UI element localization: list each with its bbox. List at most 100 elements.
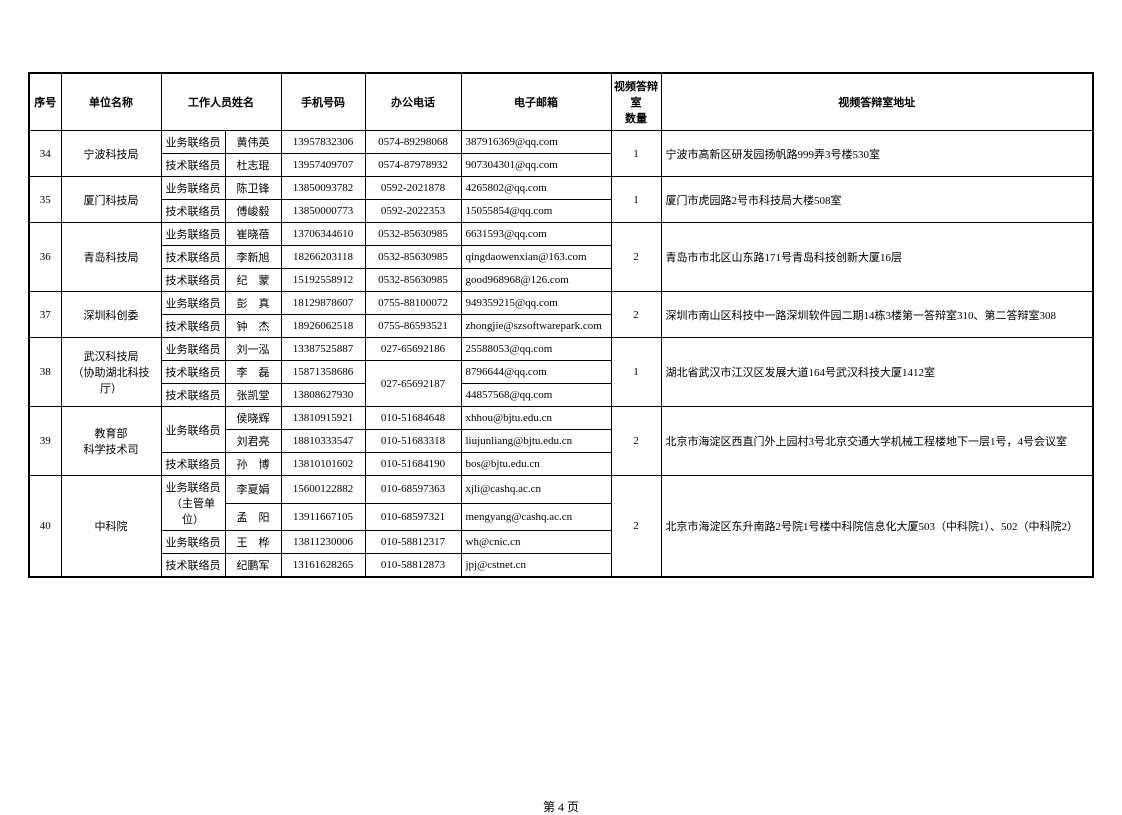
table-cell: 武汉科技局（协助湖北科技厅）	[61, 338, 161, 407]
table-cell: 18810333547	[281, 430, 365, 453]
table-cell: 厦门市虎园路2号市科技局大楼508室	[661, 177, 1093, 223]
document-page: 序号 单位名称 工作人员姓名 手机号码 办公电话 电子邮箱 视频答辩室数量 视频…	[0, 0, 1122, 815]
col-address: 视频答辩室地址	[661, 73, 1093, 131]
table-row: 35厦门科技局业务联络员陈卫锋138500937820592-202187842…	[29, 177, 1093, 200]
table-cell: 0755-86593521	[365, 315, 461, 338]
col-email: 电子邮箱	[461, 73, 611, 131]
table-row: 34宁波科技局业务联络员黄伟英139578323060574-892980683…	[29, 131, 1093, 154]
table-cell: 0532-85630985	[365, 269, 461, 292]
table-cell: 15055854@qq.com	[461, 200, 611, 223]
table-cell: 13810915921	[281, 407, 365, 430]
table-cell: 傅峻毅	[225, 200, 281, 223]
table-cell: 教育部科学技术司	[61, 407, 161, 476]
table-cell: liujunliang@bjtu.edu.cn	[461, 430, 611, 453]
table-cell: 崔晓蓓	[225, 223, 281, 246]
table-cell: 中科院	[61, 476, 161, 578]
table-cell: 37	[29, 292, 61, 338]
table-cell: 0532-85630985	[365, 223, 461, 246]
table-cell: 孙 博	[225, 453, 281, 476]
table-cell: 1	[611, 338, 661, 407]
table-cell: 13911667105	[281, 503, 365, 531]
table-cell: 业务联络员（主管单位）	[161, 476, 225, 531]
table-cell: 8796644@qq.com	[461, 361, 611, 384]
table-cell: 侯晓辉	[225, 407, 281, 430]
table-cell: 技术联络员	[161, 554, 225, 578]
table-cell: 18266203118	[281, 246, 365, 269]
table-cell: 技术联络员	[161, 154, 225, 177]
table-cell: 业务联络员	[161, 177, 225, 200]
table-cell: 010-58812873	[365, 554, 461, 578]
table-cell: 010-51684648	[365, 407, 461, 430]
table-cell: 36	[29, 223, 61, 292]
table-cell: 李新旭	[225, 246, 281, 269]
table-cell: 010-68597321	[365, 503, 461, 531]
table-cell: 35	[29, 177, 61, 223]
table-cell: jpj@cstnet.cn	[461, 554, 611, 578]
table-cell: 彭 真	[225, 292, 281, 315]
table-cell: 13957832306	[281, 131, 365, 154]
table-cell: 张凯堂	[225, 384, 281, 407]
table-row: 39教育部科学技术司业务联络员侯晓辉13810915921010-5168464…	[29, 407, 1093, 430]
table-cell: 010-51684190	[365, 453, 461, 476]
table-cell: 13957409707	[281, 154, 365, 177]
table-cell: 2	[611, 407, 661, 476]
table-cell: 技术联络员	[161, 200, 225, 223]
table-cell: 34	[29, 131, 61, 177]
table-cell: 青岛市市北区山东路171号青岛科技创新大厦16层	[661, 223, 1093, 292]
table-cell: 纪 蒙	[225, 269, 281, 292]
col-count: 视频答辩室数量	[611, 73, 661, 131]
table-cell: bos@bjtu.edu.cn	[461, 453, 611, 476]
table-cell: 业务联络员	[161, 131, 225, 154]
table-cell: 北京市海淀区西直门外上园村3号北京交通大学机械工程楼地下一层1号，4号会议室	[661, 407, 1093, 476]
table-cell: 钟 杰	[225, 315, 281, 338]
col-office: 办公电话	[365, 73, 461, 131]
table-cell: 杜志琨	[225, 154, 281, 177]
table-cell: 44857568@qq.com	[461, 384, 611, 407]
table-cell: mengyang@cashq.ac.cn	[461, 503, 611, 531]
table-cell: 949359215@qq.com	[461, 292, 611, 315]
table-cell: 0574-89298068	[365, 131, 461, 154]
table-cell: 业务联络员	[161, 407, 225, 453]
col-mobile: 手机号码	[281, 73, 365, 131]
table-cell: 技术联络员	[161, 269, 225, 292]
table-cell: 技术联络员	[161, 246, 225, 269]
table-cell: 技术联络员	[161, 315, 225, 338]
table-cell: 业务联络员	[161, 338, 225, 361]
table-cell: xjli@cashq.ac.cn	[461, 476, 611, 504]
table-cell: 13808627930	[281, 384, 365, 407]
table-cell: 13387525887	[281, 338, 365, 361]
table-cell: 纪鹏军	[225, 554, 281, 578]
table-cell: 宁波科技局	[61, 131, 161, 177]
table-cell: 宁波市高新区研发园扬帆路999弄3号楼530室	[661, 131, 1093, 177]
table-cell: 业务联络员	[161, 292, 225, 315]
table-cell: 13850093782	[281, 177, 365, 200]
page-footer: 第 4 页	[28, 798, 1094, 815]
table-cell: 业务联络员	[161, 223, 225, 246]
table-cell: 技术联络员	[161, 361, 225, 384]
table-cell: 技术联络员	[161, 453, 225, 476]
table-cell: 李夏娟	[225, 476, 281, 504]
table-row: 36青岛科技局业务联络员崔晓蓓137063446100532-856309856…	[29, 223, 1093, 246]
table-cell: 刘君亮	[225, 430, 281, 453]
table-header-row: 序号 单位名称 工作人员姓名 手机号码 办公电话 电子邮箱 视频答辩室数量 视频…	[29, 73, 1093, 131]
table-cell: 18926062518	[281, 315, 365, 338]
table-cell: 2	[611, 223, 661, 292]
table-cell: 深圳市南山区科技中一路深圳软件园二期14栋3楼第一答辩室310、第二答辩室308	[661, 292, 1093, 338]
table-cell: 黄伟英	[225, 131, 281, 154]
table-cell: 北京市海淀区东升南路2号院1号楼中科院信息化大厦503（中科院1）、502（中科…	[661, 476, 1093, 578]
table-body: 34宁波科技局业务联络员黄伟英139578323060574-892980683…	[29, 131, 1093, 578]
table-cell: 深圳科创委	[61, 292, 161, 338]
table-cell: 6631593@qq.com	[461, 223, 611, 246]
table-cell: 技术联络员	[161, 384, 225, 407]
table-cell: 15600122882	[281, 476, 365, 504]
table-cell: 4265802@qq.com	[461, 177, 611, 200]
table-cell: xhhou@bjtu.edu.cn	[461, 407, 611, 430]
table-cell: 2	[611, 476, 661, 578]
col-seq: 序号	[29, 73, 61, 131]
table-cell: 0574-87978932	[365, 154, 461, 177]
table-cell: wh@cnic.cn	[461, 531, 611, 554]
table-cell: 王 桦	[225, 531, 281, 554]
col-org: 单位名称	[61, 73, 161, 131]
table-row: 38武汉科技局（协助湖北科技厅）业务联络员刘一泓13387525887027-6…	[29, 338, 1093, 361]
table-cell: 业务联络员	[161, 531, 225, 554]
